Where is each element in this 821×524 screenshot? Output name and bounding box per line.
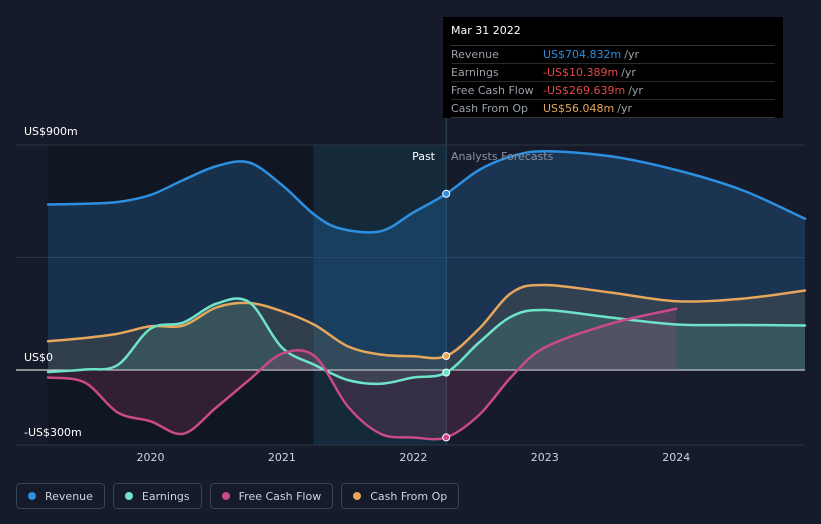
legend-label: Free Cash Flow [238,489,322,503]
x-tick-label: 2023 [531,451,559,464]
tooltip-label: Earnings [451,66,499,79]
tooltip-row-cfo: Cash From Op US$56.048m /yr [451,100,775,118]
cash-from-op-area [48,285,805,370]
earnings-area [48,298,805,384]
legend-label: Revenue [45,489,93,503]
past-panel [48,145,314,445]
tooltip-row-revenue: Revenue US$704.832m /yr [451,46,775,64]
tooltip-date: Mar 31 2022 [451,23,775,46]
forecast-label: Analysts Forecasts [451,150,554,163]
legend-item-revenue[interactable]: Revenue [16,483,105,509]
y-label-top: US$900m [24,125,78,138]
tooltip-value: US$56.048m [543,102,615,115]
legend-item-free-cash-flow[interactable]: Free Cash Flow [209,483,334,509]
x-tick-label: 2024 [662,451,690,464]
earnings-line [46,297,807,386]
tooltip-unit: /yr [617,102,632,115]
revenue-line [46,149,807,234]
tooltip-unit: /yr [628,84,643,97]
tooltip-value: -US$269.639m [543,84,626,97]
y-label-zero: US$0 [24,351,53,364]
legend-dot-icon [124,492,133,500]
x-tick-label: 2022 [399,451,427,464]
tooltip-label: Cash From Op [451,102,529,115]
x-tick-label: 2020 [137,451,165,464]
legend-dot-icon [221,492,230,500]
tooltip-unit: /yr [621,66,636,79]
highlight-band [313,145,447,445]
revenue-area [48,151,805,370]
legend-dot-icon [28,492,36,500]
tooltip-row-fcf: Free Cash Flow -US$269.639m /yr [451,82,775,100]
tooltip-value: -US$10.389m [543,66,619,79]
free-cash-flow-area [48,308,677,440]
tooltip-value: US$704.832m [543,48,622,61]
x-tick-label: 2021 [268,451,296,464]
legend-label: Cash From Op [370,489,448,503]
legend-label: Earnings [141,489,190,503]
tooltip-unit: /yr [624,48,639,61]
legend: Revenue Earnings Free Cash Flow Cash Fro… [16,483,460,511]
free-cash-flow-line [46,307,678,441]
free-cash-flow-marker[interactable] [442,433,451,442]
tooltip-label: Free Cash Flow [451,84,534,97]
legend-item-cash-from-op[interactable]: Cash From Op [341,483,460,509]
earnings-marker[interactable] [442,368,451,377]
y-label-bottom: -US$300m [24,426,82,439]
tooltip-label: Revenue [451,48,499,61]
revenue-marker[interactable] [442,189,451,198]
cash-from-op-marker[interactable] [442,352,451,360]
tooltip: Mar 31 2022 Revenue US$704.832m /yr Earn… [443,17,783,118]
legend-dot-icon [353,492,362,500]
past-label: Past [412,150,436,163]
tooltip-row-earnings: Earnings -US$10.389m /yr [451,64,775,82]
legend-item-earnings[interactable]: Earnings [112,483,202,509]
